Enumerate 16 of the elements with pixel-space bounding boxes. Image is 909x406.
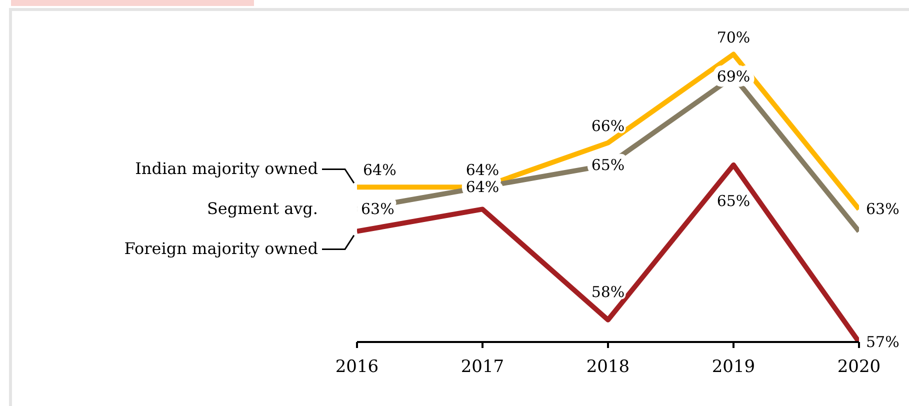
data-label: 64% (363, 161, 396, 180)
text: Indian majority owned (135, 158, 318, 180)
text: Foreign majority owned (124, 238, 318, 260)
x-tick-label: 2019 (712, 357, 756, 378)
data-label: 57% (866, 333, 900, 351)
data-label: 64% (466, 161, 500, 180)
data-label: 70% (716, 28, 750, 46)
data-label: 65% (716, 192, 750, 210)
x-tick-label: 2018 (586, 357, 630, 378)
data-label: 63% (866, 200, 900, 218)
data-label: 66% (591, 116, 625, 135)
data-label: 58% (591, 282, 625, 301)
x-tick-label: 2020 (837, 357, 881, 378)
x-tick-label: 2016 (335, 357, 379, 378)
text: Segment avg. (206, 198, 318, 220)
x-tick-label: 2017 (460, 357, 504, 378)
